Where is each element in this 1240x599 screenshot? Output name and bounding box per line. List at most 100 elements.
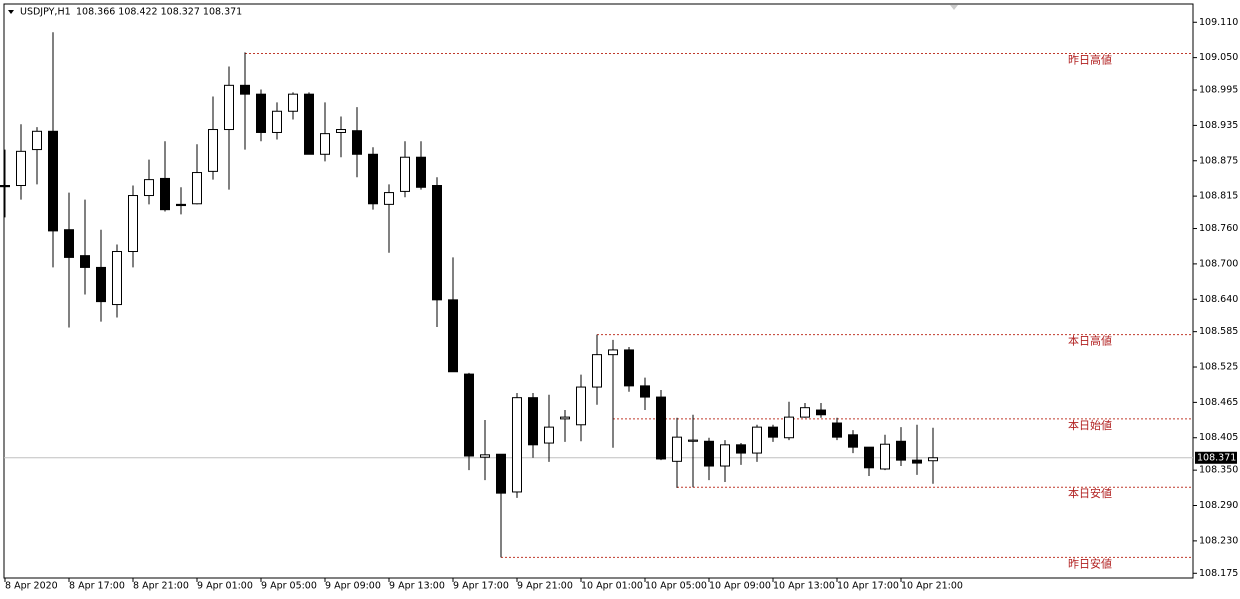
x-tick-label: 10 Apr 17:00 — [837, 581, 899, 592]
candle-body — [768, 426, 778, 438]
y-tick-label: 108.875 — [1199, 155, 1238, 166]
candle-body — [656, 396, 666, 460]
candle-body — [416, 156, 426, 188]
candle-body — [848, 434, 858, 448]
candle-body — [864, 446, 874, 469]
candle-body — [272, 110, 282, 133]
candle-body — [704, 440, 714, 467]
y-tick-label: 108.290 — [1199, 500, 1238, 511]
candle-body — [816, 409, 826, 416]
candle-body — [384, 192, 394, 205]
y-tick-label: 108.175 — [1199, 568, 1238, 579]
candle-body — [208, 129, 218, 172]
candle-body — [96, 266, 106, 303]
y-tick-label: 108.640 — [1199, 294, 1238, 305]
x-tick-label: 9 Apr 21:00 — [517, 581, 573, 592]
shift-marker — [950, 5, 958, 10]
candle-body — [320, 133, 330, 155]
x-tick-label: 8 Apr 21:00 — [133, 581, 189, 592]
candle-body — [688, 439, 698, 442]
candle-body — [608, 349, 618, 356]
candle-body — [544, 426, 554, 444]
y-tick-label: 108.760 — [1199, 223, 1238, 234]
y-tick-label: 108.700 — [1199, 258, 1238, 269]
candle-body — [352, 130, 362, 155]
y-tick-label: 109.050 — [1199, 52, 1238, 63]
y-tick-label: 108.995 — [1199, 85, 1238, 96]
candle-body — [880, 443, 890, 470]
x-tick-label: 10 Apr 13:00 — [773, 581, 835, 592]
y-tick-label: 108.525 — [1199, 362, 1238, 373]
level-label: 昨日安値 — [1068, 556, 1112, 570]
y-tick-label: 108.585 — [1199, 326, 1238, 337]
candle-body — [16, 150, 26, 187]
plot-frame — [3, 3, 1194, 579]
candle-body — [400, 156, 410, 192]
candle-body — [672, 436, 682, 462]
candle-body — [448, 299, 458, 373]
candle-body — [928, 457, 938, 462]
menu-arrow — [8, 10, 14, 14]
last-price-box — [1195, 451, 1237, 464]
candle-body — [896, 440, 906, 461]
symbol: USDJPY,H1 — [20, 7, 71, 18]
candle-body — [736, 444, 746, 454]
x-tick-label: 9 Apr 13:00 — [389, 581, 445, 592]
y-tick-label: 108.465 — [1199, 397, 1238, 408]
candle-body — [368, 153, 378, 205]
candle-body — [432, 185, 442, 301]
candle-body — [464, 373, 474, 457]
x-tick-label: 10 Apr 09:00 — [709, 581, 771, 592]
level-label: 本日高値 — [1068, 334, 1112, 348]
x-tick-label: 9 Apr 17:00 — [453, 581, 509, 592]
x-tick-label: 9 Apr 09:00 — [325, 581, 381, 592]
candle-body — [480, 454, 490, 458]
x-tick-label: 8 Apr 2020 — [5, 581, 58, 592]
candle-body — [32, 130, 42, 151]
y-tick-label: 109.110 — [1199, 17, 1238, 28]
candle-body — [288, 93, 298, 112]
level-label: 本日安値 — [1068, 486, 1112, 500]
candle-body — [256, 93, 266, 133]
candle-body — [496, 453, 506, 494]
candle-body — [160, 177, 170, 211]
candle-body — [512, 397, 522, 493]
candle-body — [752, 426, 762, 454]
candle-body — [64, 229, 74, 258]
level-label: 昨日高値 — [1068, 53, 1112, 67]
x-tick-label: 10 Apr 05:00 — [645, 581, 707, 592]
level-label: 本日始値 — [1068, 418, 1112, 432]
x-tick-label: 10 Apr 01:00 — [581, 581, 643, 592]
y-tick-label: 108.405 — [1199, 432, 1238, 443]
candle-body — [576, 386, 586, 426]
x-tick-label: 9 Apr 05:00 — [261, 581, 317, 592]
candle-body — [560, 416, 570, 420]
candle-body — [0, 185, 10, 188]
x-tick-label: 8 Apr 17:00 — [69, 581, 125, 592]
candle-body — [48, 130, 58, 232]
y-tick-label: 108.230 — [1199, 535, 1238, 546]
candle-body — [304, 93, 314, 155]
y-tick-label: 108.815 — [1199, 191, 1238, 202]
candle-body — [912, 459, 922, 464]
candle-body — [192, 172, 202, 205]
candle-body — [336, 129, 346, 133]
candle-body — [144, 179, 154, 197]
x-tick-label: 10 Apr 21:00 — [901, 581, 963, 592]
candle-body — [800, 407, 810, 418]
candle-body — [592, 354, 602, 388]
candle-body — [640, 385, 650, 398]
candle-body — [528, 397, 538, 446]
candle-body — [832, 422, 842, 438]
x-tick-label: 9 Apr 01:00 — [197, 581, 253, 592]
y-tick-label: 108.350 — [1199, 465, 1238, 476]
candle-body — [624, 349, 634, 387]
candle-body — [720, 444, 730, 467]
last-price-label: 108.371 — [1197, 452, 1236, 463]
quote: 108.366 108.422 108.327 108.371 — [76, 7, 242, 18]
candle-body — [112, 251, 122, 306]
candle-body — [176, 203, 186, 207]
candle-body — [784, 416, 794, 439]
